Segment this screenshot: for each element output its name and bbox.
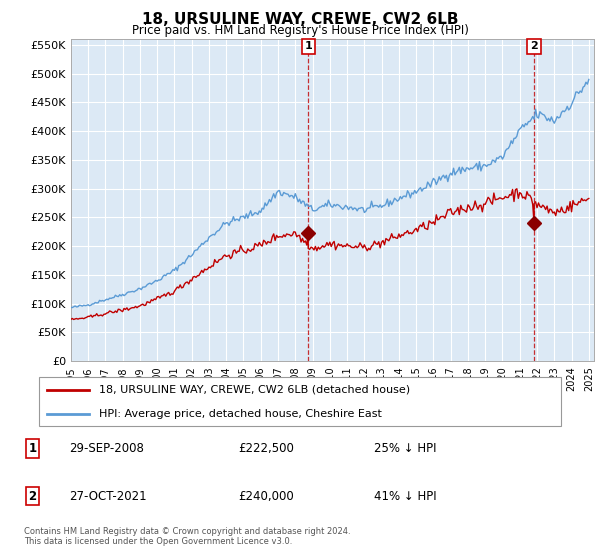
Text: Price paid vs. HM Land Registry's House Price Index (HPI): Price paid vs. HM Land Registry's House … [131,24,469,36]
Text: 2: 2 [28,490,37,503]
Text: 1: 1 [28,442,37,455]
Text: 25% ↓ HPI: 25% ↓ HPI [374,442,436,455]
Text: 18, URSULINE WAY, CREWE, CW2 6LB (detached house): 18, URSULINE WAY, CREWE, CW2 6LB (detach… [100,385,410,395]
Text: Contains HM Land Registry data © Crown copyright and database right 2024.
This d: Contains HM Land Registry data © Crown c… [24,526,350,546]
Text: 41% ↓ HPI: 41% ↓ HPI [374,490,436,503]
FancyBboxPatch shape [38,377,562,426]
Text: 2: 2 [530,41,538,52]
Text: £222,500: £222,500 [238,442,294,455]
Text: £240,000: £240,000 [238,490,294,503]
Text: 1: 1 [304,41,312,52]
Text: 29-SEP-2008: 29-SEP-2008 [69,442,144,455]
Text: HPI: Average price, detached house, Cheshire East: HPI: Average price, detached house, Ches… [100,408,382,418]
Text: 18, URSULINE WAY, CREWE, CW2 6LB: 18, URSULINE WAY, CREWE, CW2 6LB [142,12,458,27]
Text: 27-OCT-2021: 27-OCT-2021 [69,490,147,503]
